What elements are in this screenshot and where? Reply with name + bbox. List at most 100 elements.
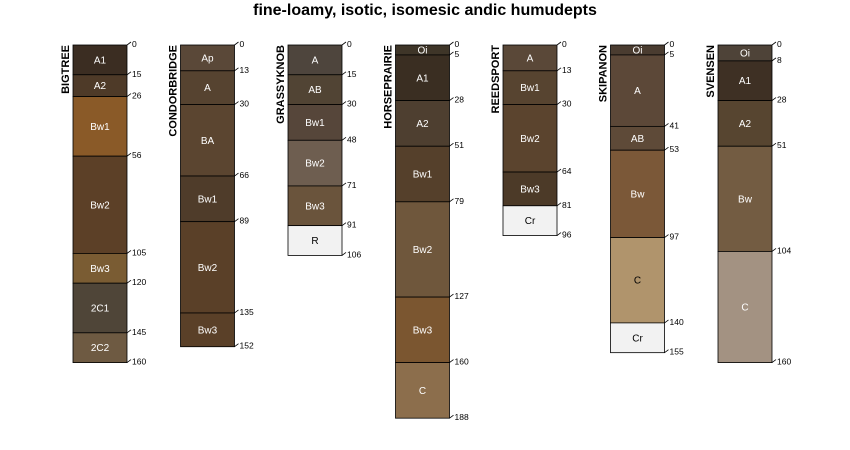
depth-label: 105 (132, 247, 146, 257)
soil-profile: SVENSEN Oi A1 A2 Bw C 0 8 28 51 104 160 (705, 39, 791, 367)
depth-label: 28 (455, 95, 465, 105)
soil-profile: SKIPANON Oi A AB Bw C Cr 05 41 53 97 140 155 (598, 39, 684, 357)
horizon-label: C (634, 276, 641, 287)
horizon-label: A (527, 53, 534, 64)
depth-tick (341, 222, 347, 226)
depth-tick (449, 293, 454, 298)
horizon-label: Bw3 (90, 264, 110, 275)
horizon-band (717, 251, 773, 364)
depth-label: 160 (132, 357, 146, 367)
horizon-label: A1 (94, 55, 107, 66)
horizon-label: Ap (201, 53, 214, 64)
depth-label: 0 (240, 39, 245, 49)
depth-label: 89 (240, 216, 250, 226)
horizon-band (180, 312, 235, 348)
horizon-label: A1 (739, 76, 752, 87)
horizon-label: A (312, 55, 319, 66)
horizon-label: Bw1 (413, 170, 433, 181)
horizon-band (72, 96, 128, 157)
depth-tick (449, 97, 454, 101)
depth-tick (664, 51, 669, 56)
depth-label: 145 (132, 327, 146, 337)
horizon-label: Bw2 (90, 200, 110, 211)
depth-label: 28 (777, 95, 787, 105)
profile-id-label: CONDORBRIDGE (168, 45, 180, 137)
depth-tick (126, 93, 132, 97)
depth-tick (771, 248, 777, 252)
depth-tick (556, 41, 562, 46)
profile-id-label: BIGTREE (60, 45, 72, 94)
soil-profile: CONDORBRIDGE Ap A BA Bw1 Bw2 Bw3 0 13 30 66 89 135 15… (168, 39, 254, 351)
horizon-label: Oi (633, 45, 643, 56)
horizon-band (287, 44, 343, 76)
horizon-label: Bw1 (198, 194, 218, 205)
depth-label: 13 (240, 65, 250, 75)
horizon-label: Bw3 (305, 201, 325, 212)
depth-label: 56 (132, 150, 142, 160)
horizon-band (180, 221, 235, 314)
horizon-band (287, 74, 343, 105)
depth-tick (449, 198, 454, 203)
profile-id-label: SVENSEN (705, 45, 717, 98)
depth-label: 30 (347, 99, 357, 109)
horizon-band (717, 100, 773, 147)
depth-tick (341, 136, 347, 141)
depth-tick (234, 343, 239, 348)
depth-label: 0 (777, 39, 782, 49)
depth-tick (556, 67, 562, 72)
horizon-label: A2 (739, 119, 752, 130)
depth-tick (234, 172, 239, 177)
horizon-label: Bw3 (198, 325, 218, 336)
horizon-band (610, 322, 665, 354)
horizon-label: A2 (94, 81, 107, 92)
depth-tick (664, 234, 669, 238)
horizon-label: A2 (416, 119, 429, 130)
horizon-label: 2C2 (91, 343, 110, 354)
depth-tick (234, 67, 239, 72)
depth-label: 0 (670, 39, 675, 49)
soil-profile: REEDSPORT A Bw1 Bw2 Bw3 Cr 0 13 30 64 81 96 (490, 39, 572, 240)
depth-label: 64 (562, 166, 572, 176)
depth-label: 8 (777, 55, 782, 65)
horizon-label: Bw1 (90, 122, 110, 133)
depth-tick (771, 41, 777, 46)
profile-id-label: GRASSYKNOB (275, 45, 287, 124)
horizon-label: Bw2 (520, 134, 540, 145)
depth-tick (771, 359, 777, 363)
depth-tick (341, 252, 347, 256)
horizon-band (395, 296, 450, 363)
depth-tick (771, 97, 777, 101)
horizon-band (287, 185, 343, 227)
depth-tick (234, 309, 239, 314)
horizon-band (72, 332, 128, 364)
depth-label: 160 (777, 357, 791, 367)
horizon-label: Oi (418, 45, 428, 56)
depth-tick (449, 51, 454, 56)
soil-profile: BIGTREE A1 A2 Bw1 Bw2 Bw3 2C1 2C2 0 15 26 56 105 120 1… (60, 39, 146, 367)
horizon-band (180, 44, 235, 72)
profile-id-label: SKIPANON (598, 45, 610, 102)
horizon-band (180, 175, 235, 223)
depth-tick (126, 71, 132, 76)
depth-label: 5 (455, 49, 460, 59)
depth-tick (664, 146, 669, 151)
depth-label: 155 (670, 347, 684, 357)
depth-label: 106 (347, 249, 361, 259)
depth-label: 53 (670, 144, 680, 154)
depth-tick (341, 41, 347, 46)
horizon-band (610, 237, 665, 324)
depth-label: 0 (347, 39, 352, 49)
horizon-band (717, 145, 773, 252)
depth-tick (664, 123, 669, 127)
depth-label: 0 (455, 39, 460, 49)
soil-profile: HORSEPRAIRIE Oi A1 A2 Bw1 Bw2 Bw3 C 05 28 51 79 127 1… (383, 39, 469, 422)
horizon-label: Bw (631, 189, 646, 200)
depth-label: 135 (240, 307, 254, 317)
depth-tick (341, 101, 347, 105)
horizon-label: Bw2 (305, 159, 325, 170)
depth-label: 104 (777, 245, 791, 255)
depth-tick (449, 142, 454, 147)
horizon-band (502, 171, 558, 207)
horizon-label: AB (308, 85, 322, 96)
depth-label: 48 (347, 134, 357, 144)
